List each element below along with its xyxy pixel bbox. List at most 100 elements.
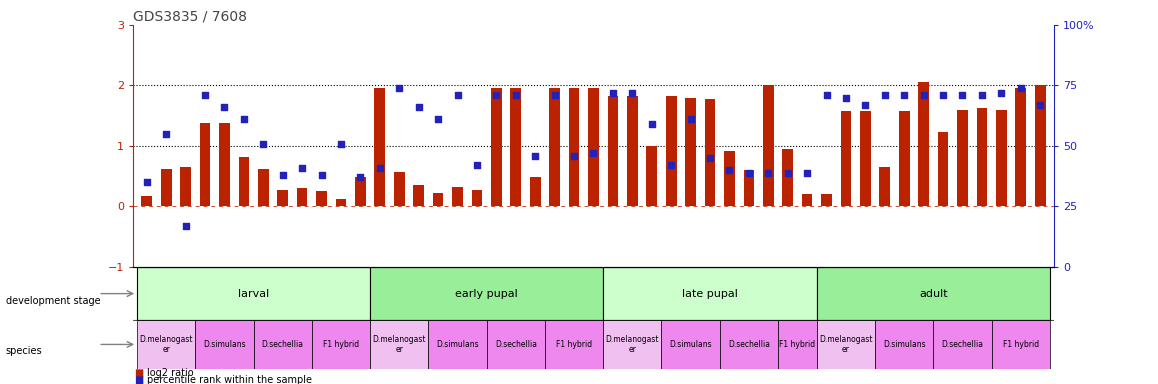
Bar (991, 320, 1050, 369)
Bar (239, 157, 249, 207)
Point (623, 89, 642, 96)
Text: ■: ■ (134, 368, 144, 378)
Point (778, 169, 797, 175)
Point (584, 150, 602, 156)
Bar (603, 320, 661, 369)
Bar (486, 320, 545, 369)
Bar (816, 267, 1050, 320)
Text: D.melanogast
er: D.melanogast er (139, 335, 193, 354)
Point (506, 92, 525, 98)
Text: D.simulans: D.simulans (203, 340, 245, 349)
Point (176, 223, 195, 229)
Text: D.melanogast
er: D.melanogast er (373, 335, 426, 354)
Text: F1 hybrid: F1 hybrid (556, 340, 592, 349)
Bar (958, 110, 968, 207)
Bar (278, 190, 288, 207)
Point (1031, 102, 1049, 108)
Bar (199, 123, 211, 207)
Point (603, 89, 622, 96)
Point (973, 92, 991, 98)
Bar (471, 190, 482, 207)
Bar (816, 320, 875, 369)
Bar (137, 320, 196, 369)
Text: F1 hybrid: F1 hybrid (323, 340, 359, 349)
Bar (296, 188, 308, 207)
Bar (258, 169, 269, 207)
Point (448, 92, 467, 98)
Bar (196, 320, 254, 369)
Text: early pupal: early pupal (455, 289, 518, 299)
Text: F1 hybrid: F1 hybrid (1003, 340, 1039, 349)
Text: ■: ■ (134, 375, 144, 384)
Point (701, 155, 719, 161)
Point (953, 92, 972, 98)
Bar (491, 88, 501, 207)
Point (1011, 85, 1029, 91)
Bar (219, 123, 229, 207)
Point (565, 152, 584, 159)
Bar (1016, 88, 1026, 207)
Bar (312, 320, 371, 369)
Bar (938, 132, 948, 207)
Point (915, 92, 933, 98)
Bar (661, 320, 720, 369)
Point (428, 116, 447, 122)
Point (196, 92, 214, 98)
Point (856, 102, 874, 108)
Text: D.melanogast
er: D.melanogast er (819, 335, 873, 354)
Text: adult: adult (919, 289, 947, 299)
Bar (452, 187, 463, 207)
Bar (181, 167, 191, 207)
Bar (875, 320, 933, 369)
Point (681, 116, 699, 122)
Bar (371, 320, 428, 369)
Bar (743, 170, 754, 207)
Bar (394, 172, 404, 207)
Text: development stage: development stage (6, 296, 101, 306)
Text: D.sechellia: D.sechellia (262, 340, 303, 349)
Point (371, 165, 389, 171)
Point (215, 104, 234, 110)
Point (643, 121, 661, 127)
Point (758, 169, 777, 175)
Bar (1035, 86, 1046, 207)
Bar (821, 194, 831, 207)
Bar (879, 167, 891, 207)
Text: larval: larval (237, 289, 269, 299)
Bar (899, 111, 909, 207)
Bar (530, 177, 541, 207)
Text: D.simulans: D.simulans (882, 340, 925, 349)
Text: GDS3835 / 7608: GDS3835 / 7608 (133, 10, 247, 24)
Point (313, 172, 331, 178)
Bar (724, 151, 735, 207)
Text: species: species (6, 346, 43, 356)
Bar (433, 193, 444, 207)
Bar (996, 110, 1006, 207)
Bar (686, 98, 696, 207)
Bar (666, 96, 676, 207)
Bar (374, 88, 386, 207)
Bar (918, 82, 929, 207)
Point (895, 92, 914, 98)
Point (254, 141, 272, 147)
Point (157, 131, 176, 137)
Text: late pupal: late pupal (682, 289, 738, 299)
Point (468, 162, 486, 169)
Point (273, 172, 292, 178)
Bar (137, 267, 371, 320)
Point (390, 85, 409, 91)
Text: log2 ratio: log2 ratio (147, 368, 193, 378)
Bar (841, 111, 851, 207)
Bar (705, 99, 716, 207)
Point (526, 152, 544, 159)
Point (662, 162, 681, 169)
Bar (254, 320, 312, 369)
Text: D.simulans: D.simulans (669, 340, 712, 349)
Text: D.sechellia: D.sechellia (941, 340, 983, 349)
Text: D.simulans: D.simulans (437, 340, 478, 349)
Bar (316, 191, 327, 207)
Bar (371, 267, 603, 320)
Point (138, 179, 156, 185)
Text: F1 hybrid: F1 hybrid (779, 340, 815, 349)
Text: D.sechellia: D.sechellia (494, 340, 537, 349)
